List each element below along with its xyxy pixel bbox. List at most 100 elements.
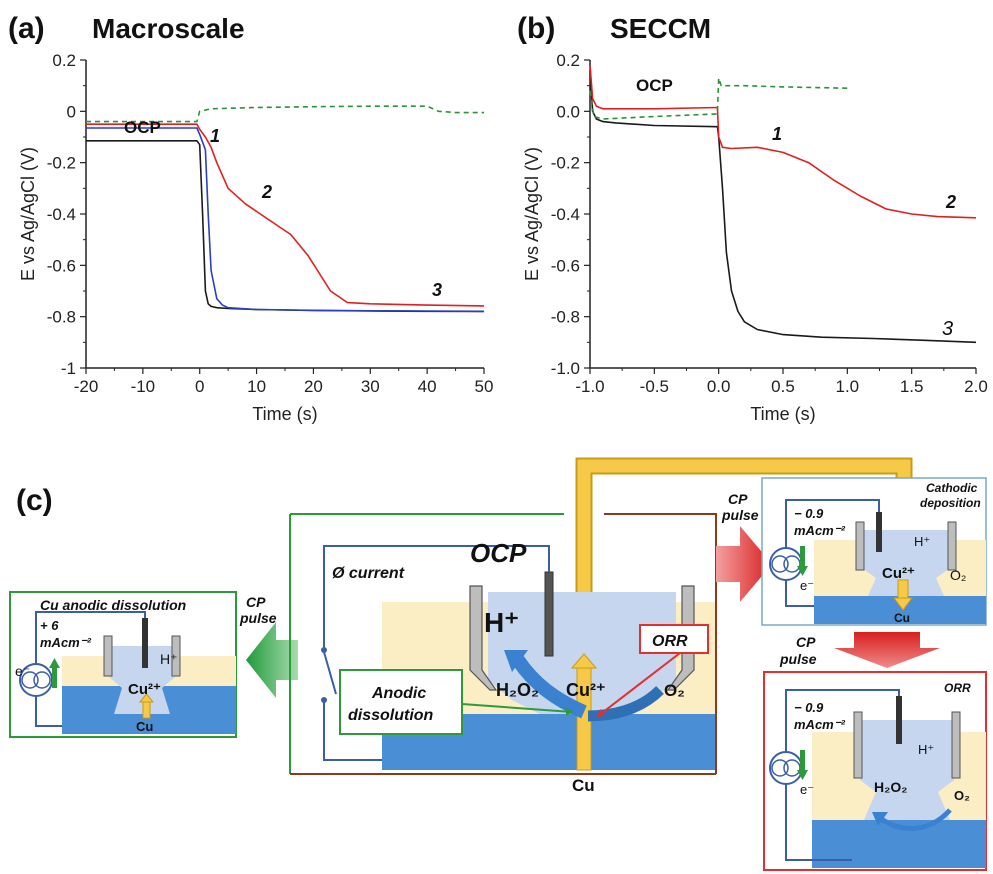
bottom-right-box-current-unit: mAcm⁻² xyxy=(794,717,846,732)
y-tick-label: -0.6 xyxy=(47,256,76,275)
y-tick-label: -1 xyxy=(61,359,76,378)
panel-a-letter: (a) xyxy=(8,12,45,45)
center-box-orr-label: ORR xyxy=(652,633,688,650)
left-box-cu: Cu xyxy=(136,719,153,734)
bottom-right-box-electron: e⁻ xyxy=(800,782,814,797)
top-right-box: Cathodic deposition − 0.9 mAcm⁻² e⁻ H⁺ C… xyxy=(762,478,986,625)
top-right-box-cu2: Cu²⁺ xyxy=(882,565,915,582)
top-right-box-o2: O₂ xyxy=(950,567,966,583)
center-box-dissolution-label: dissolution xyxy=(348,707,434,724)
bottom-right-box-current-value: − 0.9 xyxy=(794,700,824,715)
x-tick-label: 10 xyxy=(247,377,266,396)
left-box-current-value: + 6 xyxy=(40,618,59,633)
series-line-1 xyxy=(86,128,484,311)
left-box-electron: e⁻ xyxy=(15,663,30,679)
top-right-box-title-2: deposition xyxy=(920,496,981,510)
center-box-title: OCP xyxy=(470,538,527,568)
x-tick-label: 1.5 xyxy=(900,377,924,396)
x-tick-label: -10 xyxy=(131,377,156,396)
center-box-anodic-label: Anodic xyxy=(371,685,426,702)
y-tick-label: -0.8 xyxy=(47,308,76,327)
top-right-box-electron: e⁻ xyxy=(800,578,814,593)
x-axis-label: Time (s) xyxy=(252,404,317,424)
chart-b-ocp-label: OCP xyxy=(636,76,673,95)
x-tick-label: 0.5 xyxy=(771,377,795,396)
center-box-current-label: Ø current xyxy=(332,565,405,582)
x-axis-label: Time (s) xyxy=(750,404,815,424)
y-tick-label: 0.0 xyxy=(556,102,580,121)
chart-seccm: 0.2 0.0 -0.2 -0.4 -0.6 -0.8 -1.0-1.0 -0.5 0.0 0.5… xyxy=(522,51,988,424)
x-tick-label: 30 xyxy=(361,377,380,396)
arrow-right-label-pulse: pulse xyxy=(721,507,759,523)
y-axis-label: E vs Ag/AgCl (V) xyxy=(18,147,38,281)
left-box-hplus: H⁺ xyxy=(160,651,178,667)
x-tick-label: -20 xyxy=(74,377,99,396)
chart-a-label-3: 3 xyxy=(432,280,442,300)
y-tick-label: -0.4 xyxy=(47,205,76,224)
x-tick-label: 1.0 xyxy=(836,377,860,396)
y-tick-label: -0.6 xyxy=(551,256,580,275)
series-line-0 xyxy=(590,70,976,342)
chart-b-label-1: 1 xyxy=(772,124,782,144)
chart-b-annotations: OCP 1 2 3 xyxy=(636,76,956,340)
bottom-right-box: ORR − 0.9 mAcm⁻² e⁻ H⁺ H₂O₂ O₂ xyxy=(764,672,986,870)
center-box-cu2: Cu²⁺ xyxy=(566,680,606,700)
x-tick-label: 2.0 xyxy=(964,377,988,396)
center-box-hplus: H⁺ xyxy=(484,607,519,638)
y-tick-label: 0.2 xyxy=(52,51,76,70)
y-tick-label: -0.4 xyxy=(551,205,580,224)
panel-a-title: Macroscale xyxy=(92,13,245,44)
chart-a-ocp-label: OCP xyxy=(124,118,161,137)
bottom-right-box-title: ORR xyxy=(944,681,971,695)
center-box: OCP Ø current H⁺ H₂O₂ Cu²⁺ O₂ Cu ORR Ano… xyxy=(290,514,716,795)
left-box-current-unit: mAcm⁻² xyxy=(40,635,92,650)
top-right-box-current-value: − 0.9 xyxy=(794,506,824,521)
bottom-right-box-hplus: H⁺ xyxy=(918,742,934,757)
x-tick-label: 40 xyxy=(418,377,437,396)
panel-b-title: SECCM xyxy=(610,13,711,44)
arrow-down-label-pulse: pulse xyxy=(779,651,817,667)
series-line-0 xyxy=(86,141,484,312)
x-tick-label: 20 xyxy=(304,377,323,396)
x-tick-label: 50 xyxy=(475,377,494,396)
series-line-2 xyxy=(86,124,484,306)
top-right-box-hplus: H⁺ xyxy=(914,534,930,549)
left-box-cu2: Cu²⁺ xyxy=(128,681,161,698)
x-tick-label: 0 xyxy=(195,377,204,396)
y-axis-label: E vs Ag/AgCl (V) xyxy=(522,147,542,281)
bottom-right-box-h2o2: H₂O₂ xyxy=(874,779,907,795)
y-tick-label: -1.0 xyxy=(551,359,580,378)
cp-pulse-arrow-down: CP pulse xyxy=(779,632,940,668)
chart-macroscale: 0.2 0 -0.2 -0.4 -0.6 -0.8 -1-20 -10 0 10 20 30 40 50 T… xyxy=(18,51,493,424)
center-box-h2o2: H₂O₂ xyxy=(496,680,539,700)
arrow-down-label-cp: CP xyxy=(796,634,816,650)
y-tick-label: -0.2 xyxy=(551,154,580,173)
top-right-box-cu: Cu xyxy=(894,611,910,625)
series-line-2 xyxy=(590,78,847,119)
panel-c-letter: (c) xyxy=(16,484,53,517)
chart-a-annotations: OCP 1 2 3 xyxy=(124,118,442,300)
left-box: Cu anodic dissolution + 6 mAcm⁻² e⁻ H⁺ C… xyxy=(10,592,236,737)
arrow-right-label-cp: CP xyxy=(728,491,748,507)
y-tick-label: 0 xyxy=(67,102,76,121)
left-box-title: Cu anodic dissolution xyxy=(40,597,186,613)
top-right-box-title-1: Cathodic xyxy=(926,481,978,495)
center-box-o2: O₂ xyxy=(664,681,685,700)
y-tick-label: -0.8 xyxy=(551,308,580,327)
x-tick-label: 0.0 xyxy=(707,377,731,396)
chart-a-label-2: 2 xyxy=(261,182,272,202)
top-right-box-current-unit: mAcm⁻² xyxy=(794,523,846,538)
chart-a-label-1: 1 xyxy=(210,126,220,146)
chart-b-label-2: 2 xyxy=(945,192,956,212)
panel-b-letter: (b) xyxy=(517,12,555,45)
center-box-cu: Cu xyxy=(572,776,595,795)
x-tick-label: -0.5 xyxy=(640,377,669,396)
y-tick-label: 0.2 xyxy=(556,51,580,70)
x-tick-label: -1.0 xyxy=(575,377,604,396)
bottom-right-box-o2: O₂ xyxy=(954,788,970,803)
chart-b-label-3: 3 xyxy=(942,318,953,340)
arrow-left-label-pulse: pulse xyxy=(239,610,277,626)
y-tick-label: -0.2 xyxy=(47,154,76,173)
arrow-left-label-cp: CP xyxy=(246,594,266,610)
